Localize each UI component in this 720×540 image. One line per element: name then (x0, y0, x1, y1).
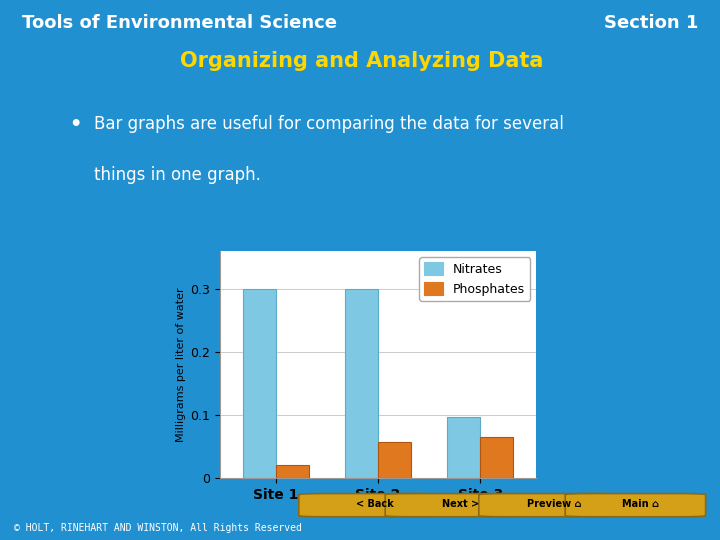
Text: things in one graph.: things in one graph. (94, 166, 261, 184)
Text: © HOLT, RINEHART AND WINSTON, All Rights Reserved: © HOLT, RINEHART AND WINSTON, All Rights… (14, 523, 302, 533)
Bar (243, 289, 276, 478)
FancyBboxPatch shape (479, 494, 619, 517)
Text: Main ⌂: Main ⌂ (622, 500, 660, 509)
FancyBboxPatch shape (385, 494, 526, 517)
Bar (276, 465, 308, 478)
Y-axis label: Milligrams per liter of water: Milligrams per liter of water (176, 287, 186, 442)
Text: Section 1: Section 1 (604, 14, 698, 32)
Legend: Nitrates, Phosphates: Nitrates, Phosphates (419, 258, 530, 301)
FancyBboxPatch shape (299, 494, 439, 517)
Bar (378, 442, 410, 478)
Text: Tools of Environmental Science: Tools of Environmental Science (22, 14, 337, 32)
Text: < Back: < Back (356, 500, 393, 509)
Bar (448, 417, 480, 478)
Text: •: • (69, 116, 81, 134)
Bar (480, 437, 513, 478)
FancyBboxPatch shape (565, 494, 706, 517)
Text: Organizing and Analyzing Data: Organizing and Analyzing Data (180, 51, 544, 71)
Text: Bar graphs are useful for comparing the data for several: Bar graphs are useful for comparing the … (94, 116, 564, 133)
Text: Preview ⌂: Preview ⌂ (527, 500, 582, 509)
Bar (346, 289, 378, 478)
Text: Next >: Next > (442, 500, 480, 509)
